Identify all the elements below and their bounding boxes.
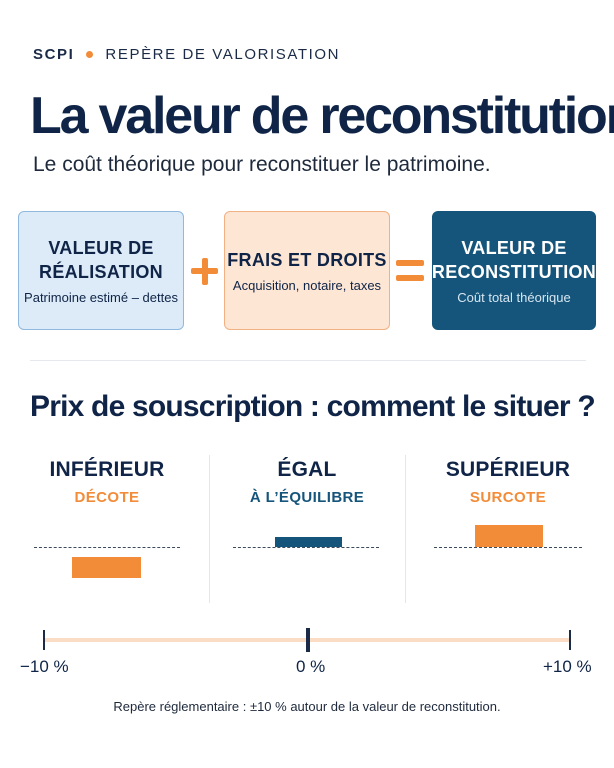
scale-tick-mid bbox=[306, 628, 310, 652]
case-equal-label: À L’ÉQUILIBRE bbox=[249, 489, 365, 506]
column-separator bbox=[209, 455, 210, 603]
premium-bar bbox=[475, 525, 543, 547]
scale-label-max: +10 % bbox=[543, 657, 592, 676]
reconstitution-title-line1: VALEUR DE bbox=[461, 238, 567, 258]
equilibrium-bar bbox=[275, 537, 342, 547]
scale-label-min: −10 % bbox=[20, 657, 69, 676]
discount-bar bbox=[72, 557, 141, 578]
realisation-title-line2: RÉALISATION bbox=[39, 262, 163, 282]
fees-subtitle: Acquisition, notaire, taxes bbox=[232, 278, 382, 293]
reference-line bbox=[34, 547, 180, 548]
divider bbox=[30, 360, 586, 361]
realisation-value-box: VALEUR DE RÉALISATION Patrimoine estimé … bbox=[18, 211, 184, 330]
reconstitution-value-box: VALEUR DE RECONSTITUTION Coût total théo… bbox=[432, 211, 596, 330]
case-higher-label: SURCOTE bbox=[469, 489, 547, 506]
reference-line bbox=[233, 547, 379, 548]
case-higher-title: SUPÉRIEUR bbox=[445, 458, 571, 481]
reference-line bbox=[434, 547, 582, 548]
case-lower-label: DÉCOTE bbox=[74, 489, 140, 506]
equals-icon-lower bbox=[396, 275, 424, 281]
case-equal-title: ÉGAL bbox=[277, 458, 337, 481]
case-lower-title: INFÉRIEUR bbox=[49, 458, 165, 481]
scale-tick-max bbox=[569, 630, 571, 650]
page-title: La valeur de reconstitution bbox=[30, 87, 614, 145]
footnote: Repère réglementaire : ±10 % autour de l… bbox=[113, 699, 501, 714]
reconstitution-title-line2: RECONSTITUTION bbox=[431, 262, 597, 282]
realisation-subtitle: Patrimoine estimé – dettes bbox=[24, 290, 178, 305]
kicker-label: REPÈRE DE VALORISATION bbox=[105, 46, 341, 63]
fees-box: FRAIS ET DROITS Acquisition, notaire, ta… bbox=[224, 211, 390, 330]
column-separator bbox=[405, 455, 406, 603]
reconstitution-subtitle: Coût total théorique bbox=[457, 290, 571, 305]
section-title: Prix de souscription : comment le situer… bbox=[30, 390, 596, 423]
plus-icon-vertical bbox=[201, 257, 208, 285]
case-equal: ÉGAL À L’ÉQUILIBRE bbox=[228, 458, 386, 506]
case-higher: SUPÉRIEUR SURCOTE bbox=[428, 458, 588, 506]
brand-label: SCPI bbox=[33, 46, 75, 63]
equals-icon bbox=[396, 260, 424, 266]
fees-title: FRAIS ET DROITS bbox=[227, 250, 387, 270]
kicker: SCPI REPÈRE DE VALORISATION bbox=[33, 46, 340, 63]
scale-tick-min bbox=[43, 630, 45, 650]
scale-label-mid: 0 % bbox=[296, 657, 326, 676]
realisation-title-line1: VALEUR DE bbox=[48, 238, 154, 258]
bullet-dot-icon bbox=[86, 51, 94, 58]
page-subtitle: Le coût théorique pour reconstituer le p… bbox=[33, 153, 491, 176]
case-lower: INFÉRIEUR DÉCOTE bbox=[36, 458, 178, 506]
